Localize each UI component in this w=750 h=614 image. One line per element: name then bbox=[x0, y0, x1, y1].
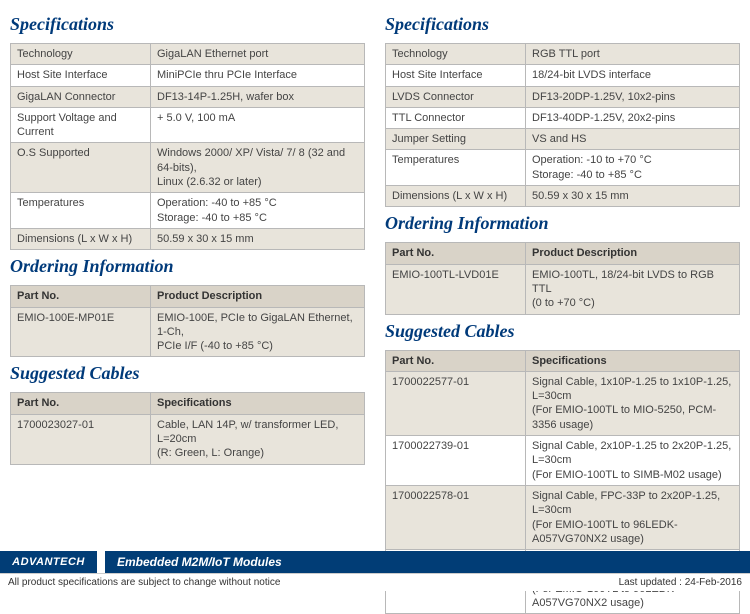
spec-key: Temperatures bbox=[11, 193, 151, 229]
spec-key: Temperatures bbox=[386, 150, 526, 186]
table-row: TechnologyRGB TTL port bbox=[386, 44, 740, 65]
cables-heading: Suggested Cables bbox=[385, 321, 740, 342]
table-row: TemperaturesOperation: -10 to +70 °CStor… bbox=[386, 150, 740, 186]
spec-value: RGB TTL port bbox=[526, 44, 740, 65]
table-row: Support Voltage and Current+ 5.0 V, 100 … bbox=[11, 107, 365, 143]
table-row: 1700022578-01Signal Cable, FPC-33P to 2x… bbox=[386, 485, 740, 549]
col-header: Part No. bbox=[11, 393, 151, 414]
part-desc: EMIO-100E, PCIe to GigaLAN Ethernet, 1-C… bbox=[151, 307, 365, 357]
cables-heading: Suggested Cables bbox=[10, 363, 365, 384]
ordering-table: Part No.Product DescriptionEMIO-100TL-LV… bbox=[385, 242, 740, 314]
spec-key: LVDS Connector bbox=[386, 86, 526, 107]
table-row: Host Site Interface18/24-bit LVDS interf… bbox=[386, 65, 740, 86]
spec-value: Operation: -40 to +85 °CStorage: -40 to … bbox=[151, 193, 365, 229]
spec-key: GigaLAN Connector bbox=[11, 86, 151, 107]
part-number: EMIO-100TL-LVD01E bbox=[386, 264, 526, 314]
ordering-heading: Ordering Information bbox=[10, 256, 365, 277]
col-header: Specifications bbox=[151, 393, 365, 414]
page-footer: ADVANTECH Embedded M2M/IoT Modules All p… bbox=[0, 551, 750, 591]
table-row: Dimensions (L x W x H)50.59 x 30 x 15 mm bbox=[11, 228, 365, 249]
part-desc: Cable, LAN 14P, w/ transformer LED, L=20… bbox=[151, 414, 365, 464]
brand-logo: ADVANTECH bbox=[0, 551, 105, 573]
spec-key: Host Site Interface bbox=[386, 65, 526, 86]
page-columns: Specifications TechnologyGigaLAN Etherne… bbox=[0, 0, 750, 614]
spec-value: 18/24-bit LVDS interface bbox=[526, 65, 740, 86]
ordering-table: Part No.Product DescriptionEMIO-100E-MP0… bbox=[10, 285, 365, 357]
footer-bar: ADVANTECH Embedded M2M/IoT Modules bbox=[0, 551, 750, 573]
table-row: LVDS ConnectorDF13-20DP-1.25V, 10x2-pins bbox=[386, 86, 740, 107]
specs-table: TechnologyGigaLAN Ethernet portHost Site… bbox=[10, 43, 365, 250]
spec-value: 50.59 x 30 x 15 mm bbox=[526, 186, 740, 207]
spec-value: DF13-14P-1.25H, wafer box bbox=[151, 86, 365, 107]
col-header: Part No. bbox=[386, 243, 526, 264]
table-row: Dimensions (L x W x H)50.59 x 30 x 15 mm bbox=[386, 186, 740, 207]
part-desc: Signal Cable, 2x10P-1.25 to 2x20P-1.25, … bbox=[526, 436, 740, 486]
spec-key: TTL Connector bbox=[386, 107, 526, 128]
part-desc: Signal Cable, 1x10P-1.25 to 1x10P-1.25, … bbox=[526, 371, 740, 435]
table-row: 1700023027-01Cable, LAN 14P, w/ transfor… bbox=[11, 414, 365, 464]
footer-tagline: Embedded M2M/IoT Modules bbox=[105, 555, 750, 569]
table-row: GigaLAN ConnectorDF13-14P-1.25H, wafer b… bbox=[11, 86, 365, 107]
spec-key: Technology bbox=[11, 44, 151, 65]
col-header: Part No. bbox=[386, 350, 526, 371]
part-number: 1700022739-01 bbox=[386, 436, 526, 486]
spec-value: DF13-20DP-1.25V, 10x2-pins bbox=[526, 86, 740, 107]
specs-heading: Specifications bbox=[10, 14, 365, 35]
spec-value: VS and HS bbox=[526, 129, 740, 150]
col-header: Product Description bbox=[526, 243, 740, 264]
spec-value: Operation: -10 to +70 °CStorage: -40 to … bbox=[526, 150, 740, 186]
spec-key: Dimensions (L x W x H) bbox=[11, 228, 151, 249]
left-column: Specifications TechnologyGigaLAN Etherne… bbox=[10, 8, 365, 614]
table-row: TemperaturesOperation: -40 to +85 °CStor… bbox=[11, 193, 365, 229]
specs-table: TechnologyRGB TTL portHost Site Interfac… bbox=[385, 43, 740, 207]
table-row: Jumper SettingVS and HS bbox=[386, 129, 740, 150]
spec-key: Support Voltage and Current bbox=[11, 107, 151, 143]
spec-value: Windows 2000/ XP/ Vista/ 7/ 8 (32 and 64… bbox=[151, 143, 365, 193]
spec-value: 50.59 x 30 x 15 mm bbox=[151, 228, 365, 249]
col-header: Specifications bbox=[526, 350, 740, 371]
spec-value: DF13-40DP-1.25V, 20x2-pins bbox=[526, 107, 740, 128]
table-row: EMIO-100E-MP01EEMIO-100E, PCIe to GigaLA… bbox=[11, 307, 365, 357]
spec-key: Dimensions (L x W x H) bbox=[386, 186, 526, 207]
spec-key: O.S Supported bbox=[11, 143, 151, 193]
spec-value: MiniPCIe thru PCIe Interface bbox=[151, 65, 365, 86]
part-number: 1700022578-01 bbox=[386, 485, 526, 549]
table-row: O.S SupportedWindows 2000/ XP/ Vista/ 7/… bbox=[11, 143, 365, 193]
spec-value: GigaLAN Ethernet port bbox=[151, 44, 365, 65]
table-row: Host Site InterfaceMiniPCIe thru PCIe In… bbox=[11, 65, 365, 86]
footer-disclaimer: All product specifications are subject t… bbox=[8, 577, 280, 588]
table-row: 1700022577-01Signal Cable, 1x10P-1.25 to… bbox=[386, 371, 740, 435]
spec-value: + 5.0 V, 100 mA bbox=[151, 107, 365, 143]
spec-key: Host Site Interface bbox=[11, 65, 151, 86]
cables-table: Part No.Specifications1700023027-01Cable… bbox=[10, 392, 365, 464]
specs-heading: Specifications bbox=[385, 14, 740, 35]
right-column: Specifications TechnologyRGB TTL portHos… bbox=[385, 8, 740, 614]
col-header: Part No. bbox=[11, 286, 151, 307]
footer-subline: All product specifications are subject t… bbox=[0, 573, 750, 591]
footer-updated: Last updated : 24-Feb-2016 bbox=[619, 577, 742, 588]
col-header: Product Description bbox=[151, 286, 365, 307]
part-desc: Signal Cable, FPC-33P to 2x20P-1.25, L=3… bbox=[526, 485, 740, 549]
table-row: TTL ConnectorDF13-40DP-1.25V, 20x2-pins bbox=[386, 107, 740, 128]
ordering-heading: Ordering Information bbox=[385, 213, 740, 234]
table-row: EMIO-100TL-LVD01EEMIO-100TL, 18/24-bit L… bbox=[386, 264, 740, 314]
part-number: EMIO-100E-MP01E bbox=[11, 307, 151, 357]
spec-key: Jumper Setting bbox=[386, 129, 526, 150]
table-row: 1700022739-01Signal Cable, 2x10P-1.25 to… bbox=[386, 436, 740, 486]
spec-key: Technology bbox=[386, 44, 526, 65]
part-desc: EMIO-100TL, 18/24-bit LVDS to RGB TTL(0 … bbox=[526, 264, 740, 314]
part-number: 1700023027-01 bbox=[11, 414, 151, 464]
table-row: TechnologyGigaLAN Ethernet port bbox=[11, 44, 365, 65]
part-number: 1700022577-01 bbox=[386, 371, 526, 435]
